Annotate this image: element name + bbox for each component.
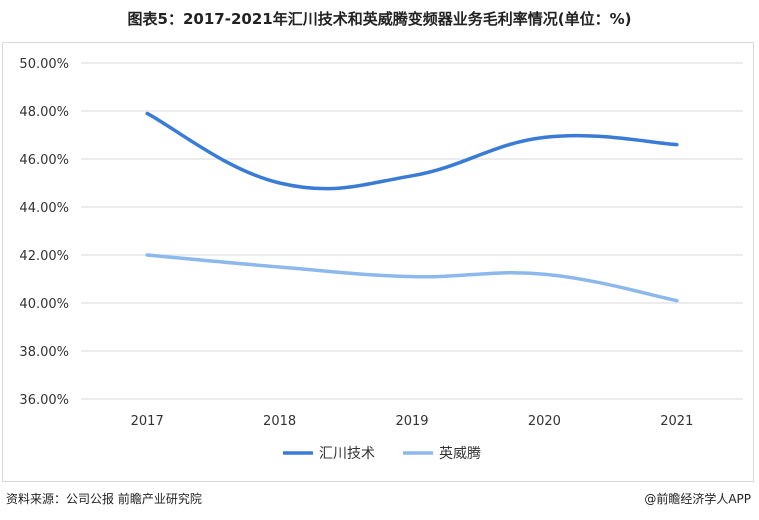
brand-credit: @前瞻经济学人APP — [644, 492, 751, 506]
y-tick-label: 44.00% — [19, 201, 69, 216]
y-tick-label: 48.00% — [19, 105, 69, 120]
legend: 汇川技术 英威腾 — [283, 445, 481, 462]
y-tick-label: 46.00% — [19, 153, 69, 168]
series-line-1 — [145, 111, 679, 191]
y-tick-label: 36.00% — [19, 393, 69, 408]
x-tick-label: 2020 — [528, 414, 561, 429]
series-line-2 — [145, 253, 679, 303]
y-tick-label: 50.00% — [19, 57, 69, 72]
y-axis: 36.00% 38.00% 40.00% 42.00% 44.00% 46.00% 48.0… — [19, 57, 69, 408]
legend-label: 汇川技术 — [319, 446, 375, 462]
x-axis: 2017 2018 2019 2020 2021 — [131, 414, 694, 429]
x-tick-label: 2017 — [131, 414, 164, 429]
x-tick-label: 2019 — [395, 414, 428, 429]
x-tick-label: 2021 — [660, 414, 693, 429]
series-lines — [145, 111, 679, 303]
y-tick-label: 38.00% — [19, 345, 69, 360]
x-tick-label: 2018 — [263, 414, 296, 429]
gridlines — [81, 62, 743, 400]
y-tick-label: 42.00% — [19, 249, 69, 264]
legend-label: 英威腾 — [439, 445, 481, 462]
chart-frame: 36.00% 38.00% 40.00% 42.00% 44.00% 46.00% 48.0… — [2, 42, 754, 482]
y-tick-label: 40.00% — [19, 297, 69, 312]
source-note: 资料来源：公司公报 前瞻产业研究院 — [6, 492, 202, 506]
line-chart: 36.00% 38.00% 40.00% 42.00% 44.00% 46.00% 48.0… — [19, 57, 743, 462]
chart-title: 图表5：2017-2021年汇川技术和英威腾变频器业务毛利率情况(单位：%) — [127, 10, 632, 28]
